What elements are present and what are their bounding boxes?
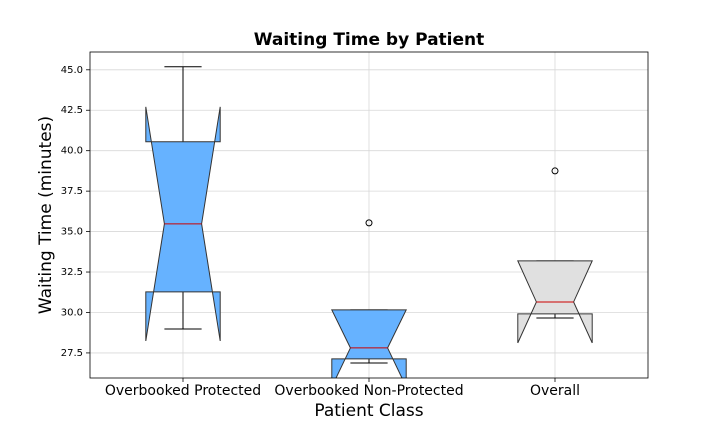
y-axis-label: Waiting Time (minutes)	[36, 116, 56, 314]
plot-area	[145, 66, 593, 378]
y-tick-label: 27.5	[61, 348, 83, 359]
x-tick-label: Overall	[530, 383, 580, 399]
labels: 27.5 30.0 32.5 35.0 37.5 40.0 42.5 45.0 Overbook…	[61, 65, 580, 399]
x-tick-label: Overbooked Protected	[105, 383, 261, 399]
y-tick-label: 45.0	[61, 65, 83, 76]
y-tick-label: 35.0	[61, 227, 83, 238]
y-tick-label: 30.0	[61, 307, 83, 318]
y-tick-label: 37.5	[61, 186, 83, 197]
chart-title: Waiting Time by Patient	[254, 30, 485, 50]
x-axis-label: Patient Class	[314, 401, 423, 421]
outlier	[551, 167, 559, 175]
outlier	[365, 219, 373, 227]
notched-box	[330, 309, 408, 378]
y-tick-label: 32.5	[61, 267, 83, 278]
x-tick-label: Overbooked Non-Protected	[274, 383, 463, 399]
y-tick-label: 42.5	[61, 105, 83, 116]
y-tick-label: 40.0	[61, 146, 83, 157]
